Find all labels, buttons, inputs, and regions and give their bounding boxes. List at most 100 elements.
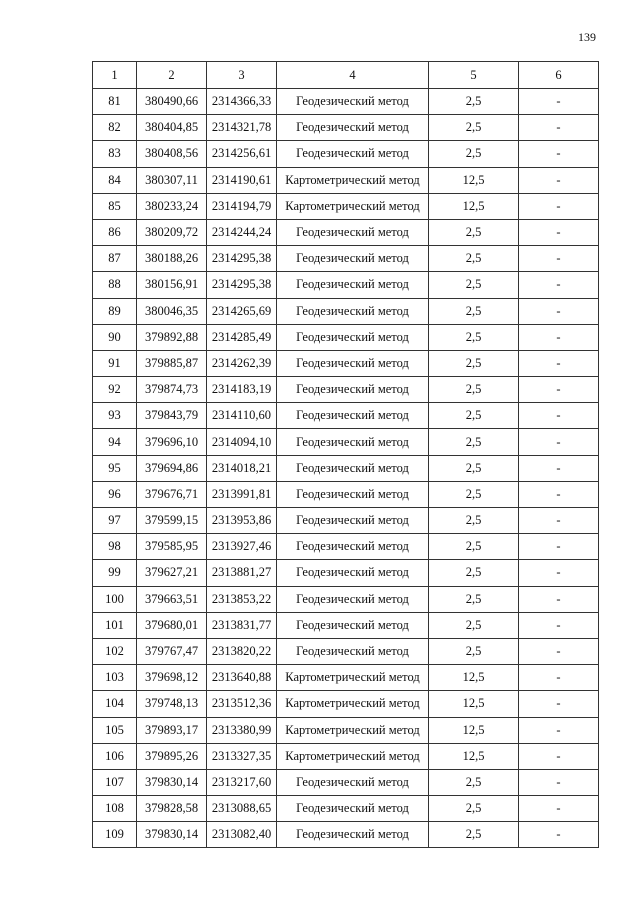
table-cell: 2,5 <box>428 218 519 247</box>
table-cell: Геодезический метод <box>276 271 429 299</box>
table-cell: 379694,86 <box>136 454 207 482</box>
table-row: 92 379874,73 2314183,19 Геодезический метод… <box>92 376 599 404</box>
table-cell: - <box>518 87 599 116</box>
table-row: 106 379895,26 2313327,35 Картометрический м… <box>92 742 599 770</box>
table-cell: Картометрический метод <box>276 166 429 194</box>
table-cell: 2,5 <box>428 323 519 351</box>
table-row: 98 379585,95 2313927,46 Геодезический метод… <box>92 533 599 561</box>
table-cell: - <box>518 533 599 561</box>
table-cell: - <box>518 795 599 823</box>
table-row: 95 379694,86 2314018,21 Геодезический метод… <box>92 454 599 482</box>
table-cell: 2,5 <box>428 376 519 404</box>
table-cell: 2,5 <box>428 821 519 849</box>
table-row: 86 380209,72 2314244,24 Геодезический метод… <box>92 218 599 247</box>
table-cell: 96 <box>92 480 137 509</box>
table-cell: Геодезический метод <box>276 611 429 639</box>
table-cell: 380307,11 <box>136 166 207 194</box>
table-cell: 2314094,10 <box>206 428 277 456</box>
table-cell: Геодезический метод <box>276 245 429 273</box>
table-cell: 2,5 <box>428 533 519 561</box>
table-cell: 94 <box>92 428 137 456</box>
table-cell: Геодезический метод <box>276 376 429 404</box>
table-row: 108 379828,58 2313088,65 Геодезический мето… <box>92 795 599 823</box>
table-cell: 109 <box>92 821 137 849</box>
table-cell: 2314366,33 <box>206 87 277 116</box>
table-cell: 2314321,78 <box>206 114 277 142</box>
table-cell: 102 <box>92 637 137 666</box>
table-cell: 379843,79 <box>136 402 207 430</box>
table-row: 109 379830,14 2313082,40 Геодезический мето… <box>92 821 599 849</box>
table-cell: 379663,51 <box>136 585 207 613</box>
table-cell: Геодезический метод <box>276 768 429 797</box>
table-row: 104 379748,13 2313512,36 Картометрический м… <box>92 690 599 718</box>
table-cell: - <box>518 585 599 613</box>
table-cell: 82 <box>92 114 137 142</box>
table-cell: 380490,66 <box>136 87 207 116</box>
table-cell: - <box>518 742 599 770</box>
table-cell: 97 <box>92 506 137 535</box>
table-cell: 2314194,79 <box>206 192 277 220</box>
table-row: 90 379892,88 2314285,49 Геодезический метод… <box>92 323 599 351</box>
table-cell: 12,5 <box>428 742 519 770</box>
column-header: 1 <box>92 61 137 89</box>
table-cell: 2,5 <box>428 506 519 535</box>
table-cell: 379892,88 <box>136 323 207 351</box>
table-cell: 2,5 <box>428 585 519 613</box>
table-cell: - <box>518 454 599 482</box>
table-cell: 100 <box>92 585 137 613</box>
table-cell: 104 <box>92 690 137 718</box>
table-row: 89 380046,35 2314265,69 Геодезический метод… <box>92 297 599 325</box>
table-cell: 2314262,39 <box>206 349 277 378</box>
table-cell: Геодезический метод <box>276 87 429 116</box>
table-cell: Геодезический метод <box>276 428 429 456</box>
table-cell: - <box>518 297 599 325</box>
table-cell: 380408,56 <box>136 140 207 168</box>
table-cell: Геодезический метод <box>276 454 429 482</box>
table-row: 97 379599,15 2313953,86 Геодезический метод… <box>92 506 599 535</box>
table-cell: Геодезический метод <box>276 637 429 666</box>
table-cell: 380209,72 <box>136 218 207 247</box>
table-cell: Геодезический метод <box>276 533 429 561</box>
table-row: 91 379885,87 2314262,39 Геодезический метод… <box>92 349 599 378</box>
table-cell: 2,5 <box>428 297 519 325</box>
table-row: 88 380156,91 2314295,38 Геодезический метод… <box>92 271 599 299</box>
table-cell: - <box>518 376 599 404</box>
table-cell: 2,5 <box>428 559 519 587</box>
table-cell: 2313088,65 <box>206 795 277 823</box>
table-cell: 2314018,21 <box>206 454 277 482</box>
table-cell: 12,5 <box>428 166 519 194</box>
table-cell: 87 <box>92 245 137 273</box>
table-row: 94 379696,10 2314094,10 Геодезический метод… <box>92 428 599 456</box>
table-cell: - <box>518 166 599 194</box>
table-cell: 2,5 <box>428 245 519 273</box>
table-cell: 379698,12 <box>136 664 207 692</box>
table-cell: - <box>518 349 599 378</box>
table-cell: 379748,13 <box>136 690 207 718</box>
table-cell: 380156,91 <box>136 271 207 299</box>
table-cell: 2313327,35 <box>206 742 277 770</box>
table-cell: - <box>518 821 599 849</box>
table-cell: 380233,24 <box>136 192 207 220</box>
table-cell: 103 <box>92 664 137 692</box>
table-cell: 2313820,22 <box>206 637 277 666</box>
table-cell: Геодезический метод <box>276 297 429 325</box>
table-cell: - <box>518 192 599 220</box>
table-cell: 379767,47 <box>136 637 207 666</box>
table-cell: 379585,95 <box>136 533 207 561</box>
table-row: 107 379830,14 2313217,60 Геодезический мето… <box>92 768 599 797</box>
table-row: 93 379843,79 2314110,60 Геодезический метод… <box>92 402 599 430</box>
table-cell: 2,5 <box>428 271 519 299</box>
table-cell: 2313853,22 <box>206 585 277 613</box>
table-cell: 85 <box>92 192 137 220</box>
table-cell: 2,5 <box>428 768 519 797</box>
table-cell: 2,5 <box>428 454 519 482</box>
table-cell: 2,5 <box>428 140 519 168</box>
table-cell: - <box>518 402 599 430</box>
table-cell: Картометрический метод <box>276 690 429 718</box>
table-cell: 379893,17 <box>136 716 207 744</box>
table-cell: 379885,87 <box>136 349 207 378</box>
table-cell: 2,5 <box>428 480 519 509</box>
column-header: 4 <box>276 61 429 89</box>
table-cell: Геодезический метод <box>276 585 429 613</box>
table-cell: 2313881,27 <box>206 559 277 587</box>
